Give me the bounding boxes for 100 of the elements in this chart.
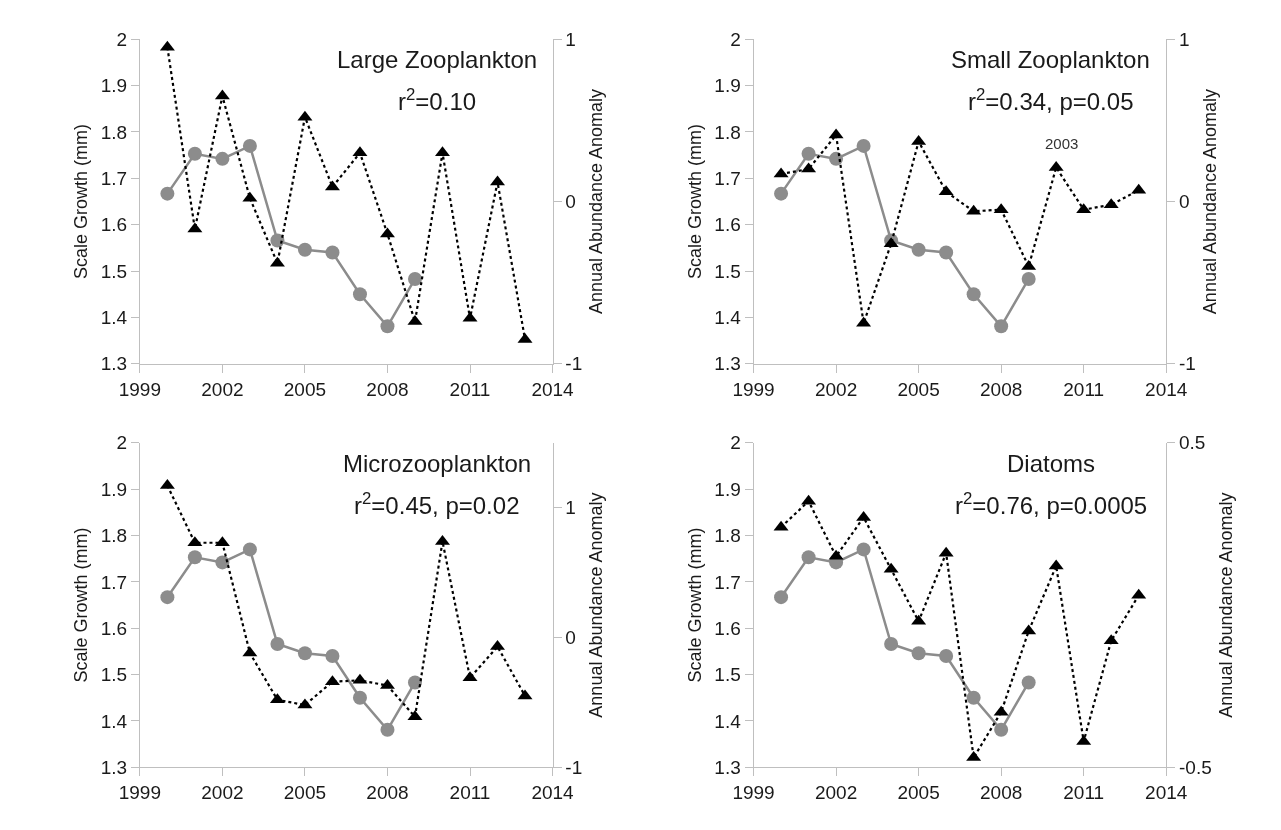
point [911, 242, 926, 257]
chart-title: Microzooplankton [343, 450, 532, 477]
x-tick-label: 1999 [118, 378, 162, 400]
x-tick-label: 2011 [1063, 378, 1105, 400]
text: r$^{2}$=0.45, p=0.02 [354, 489, 520, 520]
y2-tick-label: 0.5 [1179, 432, 1206, 454]
point [215, 151, 230, 166]
y2-tick-label: 1 [565, 497, 576, 519]
y-tick-label: 1.3 [714, 756, 741, 778]
y2-tick-label: -1 [565, 353, 583, 375]
point [966, 690, 981, 705]
x-tick-label: 1999 [732, 378, 775, 400]
y-tick-label: 1.6 [714, 617, 741, 639]
point [187, 550, 202, 565]
chart-title: Diatoms [1007, 450, 1096, 477]
point [352, 690, 367, 705]
point [242, 138, 257, 153]
point [1021, 675, 1036, 690]
y2-tick-label: 1 [565, 28, 576, 50]
x-tick-label: 2002 [814, 782, 858, 804]
point [774, 590, 789, 605]
point [407, 675, 422, 690]
point [994, 722, 1009, 737]
y-tick-label: 1.4 [714, 710, 742, 732]
text: r$^{2}$=0.76, p=0.0005 [955, 489, 1148, 520]
point [215, 555, 230, 570]
point [856, 138, 871, 153]
x-tick-label: 2002 [201, 378, 244, 400]
point [801, 550, 816, 565]
y-tick-label: 1.8 [100, 525, 128, 547]
point [297, 646, 312, 661]
point [911, 646, 926, 661]
point [325, 649, 340, 664]
x-tick-label: 2002 [201, 782, 244, 804]
point [270, 637, 285, 651]
x-tick-label: 2005 [283, 782, 327, 804]
y-tick-label: 1.4 [714, 307, 742, 329]
y2-tick-label: -0.5 [1179, 756, 1212, 778]
x-tick-label: 2005 [897, 782, 940, 804]
y2-axis-title: Annual Abundance Anomaly [586, 88, 607, 315]
y-tick-label: 2 [730, 28, 741, 50]
point [1021, 271, 1036, 286]
y-tick-label: 1.3 [100, 353, 128, 375]
y2-tick-label: 1 [1179, 28, 1190, 50]
y2-tick-label: 0 [565, 191, 576, 213]
y-axis-title: Scale Growth (mm) [684, 527, 705, 683]
point [380, 319, 395, 334]
point [884, 637, 899, 651]
y-tick-label: 1.8 [714, 121, 741, 143]
x-tick-label: 2008 [366, 782, 409, 804]
x-tick-label: 2008 [980, 782, 1023, 804]
point [352, 287, 367, 302]
point [380, 722, 395, 737]
y-tick-label: 1.9 [714, 75, 741, 97]
y-tick-label: 2 [116, 432, 128, 454]
chart-title: Large Zooplankton [337, 46, 538, 73]
point [160, 186, 175, 201]
x-tick-label: 2008 [980, 378, 1023, 400]
y2-axis-title: Annual Abundance Anomaly [586, 492, 607, 718]
y-tick-label: 1.9 [100, 75, 128, 97]
y-tick-label: 1.7 [100, 571, 128, 593]
y-axis-title: Scale Growth (mm) [70, 527, 91, 683]
y-axis-title: Scale Growth (mm) [684, 124, 705, 280]
x-tick-label: 2014 [531, 378, 575, 400]
point [187, 146, 202, 161]
y-tick-label: 1.8 [714, 525, 741, 547]
y-tick-label: 1.9 [100, 478, 128, 500]
annotation: 2003 [1045, 135, 1079, 152]
point [407, 271, 422, 286]
point [801, 146, 816, 161]
x-tick-label: 1999 [118, 782, 162, 804]
y-tick-label: 1.5 [100, 260, 128, 282]
x-tick-label: 2002 [814, 378, 858, 400]
y-tick-label: 1.7 [100, 167, 128, 189]
y-tick-label: 1.5 [714, 664, 741, 686]
y-tick-label: 1.9 [714, 478, 741, 500]
y2-tick-label: -1 [565, 756, 583, 778]
x-tick-label: 2014 [1145, 782, 1188, 804]
point [160, 590, 175, 605]
point [856, 542, 871, 557]
point [939, 245, 954, 260]
text: r$^{2}$=0.34, p=0.05 [968, 85, 1134, 116]
x-tick-label: 2005 [283, 378, 327, 400]
y-tick-label: 1.6 [714, 214, 741, 236]
x-tick-label: 1999 [732, 782, 775, 804]
x-tick-label: 2005 [897, 378, 940, 400]
x-tick-label: 2011 [449, 782, 491, 804]
y2-axis-title: Annual Abundance Anomaly [1200, 88, 1221, 315]
y2-axis-title: Annual Abundance Anomaly [1215, 492, 1236, 718]
y-tick-label: 1.4 [100, 307, 128, 329]
x-tick-label: 2011 [1063, 782, 1105, 804]
y-tick-label: 1.3 [100, 756, 128, 778]
y-tick-label: 1.3 [714, 353, 741, 375]
x-tick-label: 2011 [449, 378, 491, 400]
y-tick-label: 1.4 [100, 710, 128, 732]
y-tick-label: 2 [730, 432, 741, 454]
point [297, 242, 312, 257]
y-tick-label: 1.6 [100, 214, 128, 236]
y-tick-label: 1.7 [714, 167, 741, 189]
y-tick-label: 1.5 [714, 260, 741, 282]
